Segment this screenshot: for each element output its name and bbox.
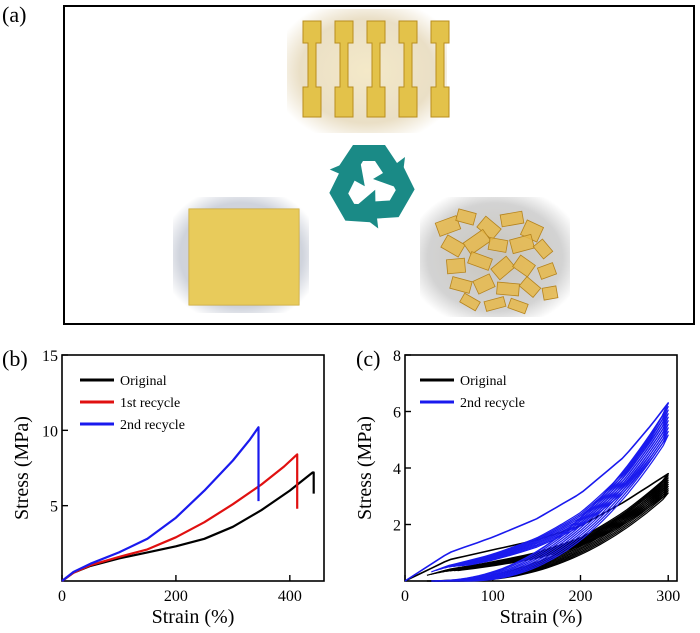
photo-panel <box>63 5 695 325</box>
fragment <box>434 215 462 237</box>
x-tick-label: 200 <box>568 588 592 605</box>
dumbbell-bar <box>398 20 418 118</box>
chart-b: 0 200 400 5 10 15 Original 1st recycle 2nd recy… <box>11 348 325 628</box>
cut-fragments <box>420 197 570 317</box>
fragment <box>459 292 481 312</box>
legend-label: 2nd recycle <box>460 396 525 411</box>
dumbbell-bar <box>366 20 386 118</box>
fragment <box>499 210 525 228</box>
y-tick-label: 15 <box>42 348 58 365</box>
fragment <box>449 276 473 294</box>
legend-label: 1st recycle <box>120 396 180 411</box>
photo-illustration <box>173 9 570 317</box>
cycle-loop <box>466 434 669 582</box>
fragment <box>467 251 493 271</box>
cycle-loop <box>404 402 670 582</box>
chart-c: 0 100 200 300 2 4 6 8 Original 2nd recycle Strai… <box>354 348 680 628</box>
y-tick-label: 10 <box>42 423 58 440</box>
chart-c-ylabel: Stress (MPa) <box>354 416 376 520</box>
chart-b-ylabel: Stress (MPa) <box>11 416 33 520</box>
fragment <box>541 285 559 301</box>
cycle-loop <box>444 416 669 582</box>
panel-label-a: (a) <box>2 2 27 27</box>
cycle-loop <box>457 427 669 582</box>
fragment <box>472 273 496 295</box>
chart-c-xlabel: Strain (%) <box>500 606 583 628</box>
y-tick-label: 5 <box>50 499 58 516</box>
fragment <box>532 238 554 260</box>
fragment <box>462 228 492 256</box>
chart-b-frame <box>61 354 325 582</box>
cycle-loop <box>461 430 669 582</box>
fragment <box>487 237 509 253</box>
dumbbell-bar <box>302 20 322 118</box>
series-line <box>61 426 260 582</box>
fragment <box>496 281 520 297</box>
y-tick-label: 8 <box>393 348 401 365</box>
fragment <box>509 233 535 255</box>
x-tick-label: 0 <box>401 588 409 605</box>
fragment <box>512 254 536 278</box>
panel-label-b: (b) <box>2 346 28 371</box>
x-tick-label: 100 <box>481 588 505 605</box>
legend-label: Original <box>460 374 507 389</box>
fragment <box>455 208 477 226</box>
x-tick-label: 300 <box>656 588 680 605</box>
fragment <box>445 257 467 275</box>
legend-label: Original <box>120 374 167 389</box>
panel-label-c: (c) <box>356 346 381 371</box>
y-tick-label: 2 <box>393 518 401 535</box>
x-tick-label: 400 <box>278 588 302 605</box>
fragment <box>507 297 529 315</box>
cycle-loop <box>439 413 669 582</box>
square-film <box>173 197 309 313</box>
y-tick-label: 6 <box>393 405 401 422</box>
cycle-loop <box>435 409 669 582</box>
dumbbell-specimen <box>302 20 450 118</box>
series-line <box>61 453 299 582</box>
y-tick-label: 4 <box>393 461 401 478</box>
dumbbell-bar <box>334 20 354 118</box>
cycle-loop <box>448 420 669 582</box>
fragment <box>518 276 542 298</box>
dumbbell-bar <box>430 20 450 118</box>
cycle-loop <box>453 423 669 582</box>
x-tick-label: 0 <box>58 588 66 605</box>
x-tick-label: 200 <box>164 588 188 605</box>
series-line <box>61 471 315 582</box>
chart-b-xlabel: Strain (%) <box>152 606 235 628</box>
fragment <box>536 262 558 280</box>
fragment <box>490 255 516 281</box>
cycle-loop <box>431 405 669 582</box>
recycle-arrow <box>337 145 405 189</box>
dumbbell-specimens <box>287 9 450 133</box>
legend-label: 2nd recycle <box>120 418 185 433</box>
recycle-symbol <box>329 145 415 229</box>
fragment <box>483 296 507 312</box>
recycle-arrow <box>329 157 375 223</box>
fragment <box>440 234 466 258</box>
